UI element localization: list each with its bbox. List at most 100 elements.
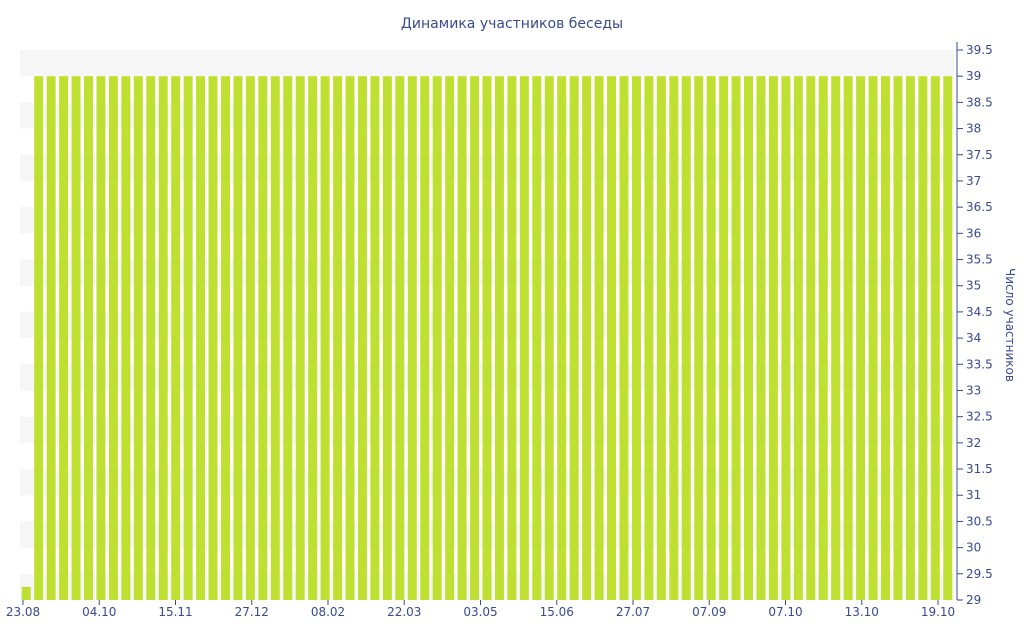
bar: [333, 76, 343, 600]
bar: [283, 76, 293, 600]
bar: [133, 76, 143, 600]
bar: [183, 76, 193, 600]
bar: [245, 76, 255, 600]
bars-group: [21, 76, 953, 600]
bar: [84, 76, 93, 600]
bar: [108, 76, 118, 600]
bar: [158, 76, 168, 600]
bar: [868, 76, 878, 600]
bar: [308, 76, 318, 600]
bar: [258, 76, 268, 600]
bar: [382, 76, 392, 600]
y-tick-label: 36: [966, 226, 981, 240]
bar: [582, 76, 592, 600]
x-tick-label: 07.10: [768, 605, 802, 619]
bar: [656, 76, 666, 600]
x-tick-label: 22.03: [387, 605, 421, 619]
y-tick-label: 35: [966, 279, 981, 293]
bar: [532, 76, 542, 600]
bar: [930, 76, 940, 600]
bar: [482, 76, 492, 600]
bar: [395, 76, 405, 600]
bar: [818, 76, 828, 600]
y-tick-label: 31: [966, 488, 981, 502]
chart-title: Динамика участников беседы: [401, 16, 623, 32]
bar: [694, 76, 704, 600]
bar: [519, 76, 529, 600]
bar: [270, 76, 280, 600]
bar: [768, 76, 778, 600]
bar: [196, 76, 206, 600]
bar: [544, 76, 554, 600]
y-tick-label: 38.5: [966, 95, 993, 109]
y-tick-label: 30.5: [966, 514, 993, 528]
y-tick-label: 38: [966, 122, 981, 136]
bar: [719, 76, 729, 600]
bar: [744, 76, 754, 600]
y-tick-label: 34: [966, 331, 981, 345]
bar: [731, 76, 741, 600]
x-tick-label: 13.10: [845, 605, 879, 619]
bar: [171, 76, 181, 600]
x-tick-label: 08.02: [311, 605, 345, 619]
bar: [470, 76, 480, 600]
bar: [494, 76, 504, 600]
bar: [420, 76, 430, 600]
bar: [793, 76, 803, 600]
x-tick-label: 07.09: [692, 605, 726, 619]
y-tick-label: 39: [966, 69, 981, 83]
bar: [893, 76, 903, 600]
bar: [121, 76, 131, 600]
x-tick-label: 23.08: [6, 605, 40, 619]
bar: [221, 76, 230, 600]
bar: [432, 76, 442, 600]
y-tick-label: 34.5: [966, 305, 993, 319]
x-tick-label: 27.07: [616, 605, 650, 619]
bar: [881, 76, 890, 600]
bar: [445, 76, 455, 600]
bar: [619, 76, 629, 600]
bar: [806, 76, 816, 600]
bar: [856, 76, 866, 600]
x-tick-label: 03.05: [463, 605, 497, 619]
bar: [843, 76, 853, 600]
bar: [21, 586, 31, 600]
bar: [681, 76, 691, 600]
bar: [370, 76, 380, 600]
y-axis-title: Число участников: [1003, 268, 1017, 382]
y-tick-label: 29.5: [966, 567, 993, 581]
y-tick-label: 30: [966, 541, 981, 555]
bar: [831, 76, 841, 600]
bar: [507, 76, 517, 600]
y-tick-label: 32: [966, 436, 981, 450]
y-tick-label: 36.5: [966, 200, 993, 214]
bar: [407, 76, 417, 600]
y-tick-label: 37: [966, 174, 981, 188]
bar: [71, 76, 81, 600]
x-axis: 23.08 04.10 15.11 27.12 08.02 22.03 03.05 15.06…: [6, 600, 955, 619]
y-tick-label: 33.5: [966, 357, 993, 371]
bar: [918, 76, 928, 600]
bar: [34, 76, 44, 600]
bar: [569, 76, 579, 600]
y-tick-label: 37.5: [966, 148, 993, 162]
bar: [233, 76, 243, 600]
y-tick-label: 33: [966, 383, 981, 397]
y-tick-label: 32.5: [966, 410, 993, 424]
bar: [756, 76, 766, 600]
bar: [607, 76, 617, 600]
bar: [594, 76, 604, 600]
bar: [357, 76, 367, 600]
bar: [706, 76, 716, 600]
y-tick-label: 39.5: [966, 43, 993, 57]
grid-band: [20, 50, 954, 77]
bar: [146, 76, 156, 600]
y-axis: 29 29.5 30 30.5 31 31.5 32 32.5 33 33.5 34 34.5 35 35…: [956, 42, 993, 607]
bar: [295, 76, 305, 600]
x-tick-label: 19.10: [921, 605, 955, 619]
x-tick-label: 04.10: [82, 605, 116, 619]
bar: [669, 76, 679, 600]
bar: [943, 76, 953, 600]
